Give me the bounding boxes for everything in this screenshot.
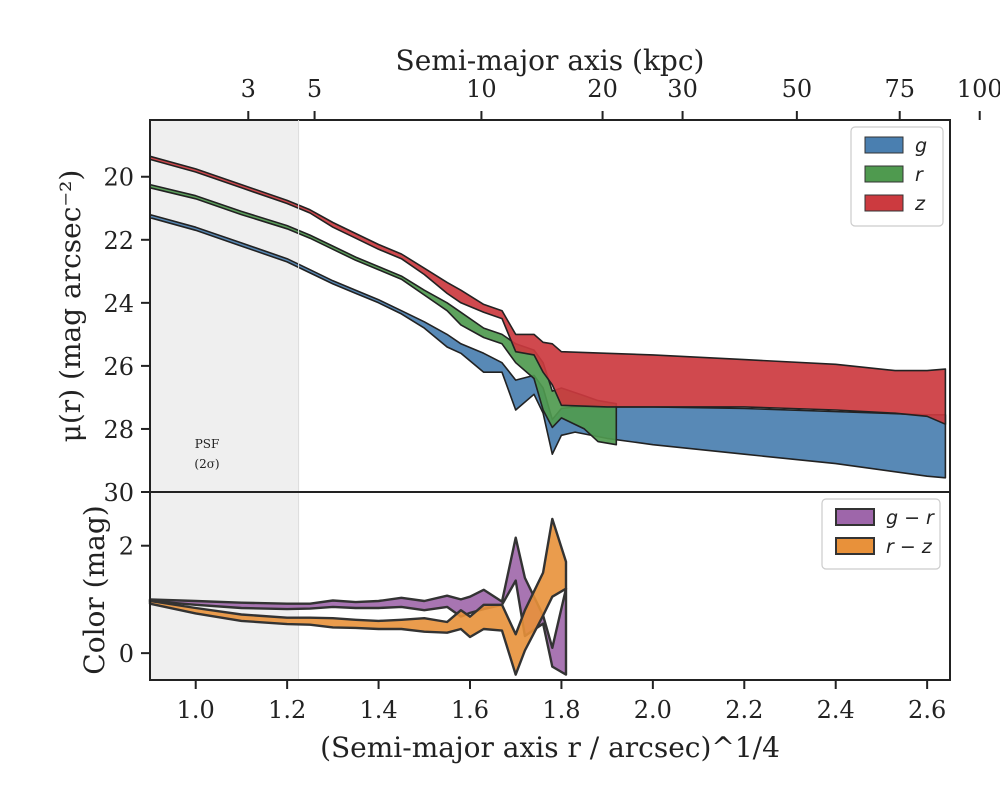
top-x-tick-label: 5 <box>307 75 322 103</box>
legend-swatch-r-minus-z <box>835 537 875 555</box>
y-tick-label: 28 <box>103 416 134 444</box>
band-r <box>149 183 618 446</box>
band-z <box>149 155 947 425</box>
psf-region-bottom <box>150 120 300 680</box>
bottom-x-axis: 1.0 1.2 1.4 1.6 1.8 2.0 2.2 2.4 2.6 <box>177 680 946 724</box>
bottom-x-axis-label: (Semi-major axis r / arcsec)^1/4 <box>320 731 780 764</box>
top-x-tick-label: 75 <box>884 75 915 103</box>
legend-swatch-r <box>864 165 904 183</box>
band-g-minus-r <box>148 536 568 676</box>
legend-label-r: r <box>915 164 924 186</box>
top-legend: grz <box>850 126 944 227</box>
psf-annotation-line1: PSF <box>195 437 220 451</box>
top-x-tick-label: 10 <box>466 75 497 103</box>
top-x-tick-label: 3 <box>241 75 256 103</box>
bottom-panel: 02 1.0 1.2 1.4 1.6 1.8 2.0 2.2 2.4 2.6 (Semi-maj… <box>78 120 951 764</box>
x-tick-label: 1.6 <box>451 696 489 724</box>
band-r-minus-z <box>148 517 568 676</box>
legend-label-z: z <box>914 193 926 215</box>
legend-swatch-g <box>864 136 904 154</box>
psf-annotation-line2: (2σ) <box>194 457 219 471</box>
x-tick-label: 1.2 <box>268 696 306 724</box>
bottom-y-axis: 02 <box>119 533 150 668</box>
x-tick-label: 1.4 <box>359 696 397 724</box>
psf-region-top <box>150 120 299 492</box>
band-g <box>149 213 947 479</box>
magnitude-bands <box>149 155 947 479</box>
bottom-legend: g − r r − z <box>821 498 941 570</box>
bottom-plot-frame <box>149 491 951 681</box>
psf-region-rect <box>150 492 299 680</box>
legend-label-g-minus-r: g − r <box>886 507 935 529</box>
color-bands <box>148 517 568 676</box>
y-tick-label: 30 <box>103 479 134 507</box>
legend-label-g: g <box>915 135 927 157</box>
top-panel: PSF (2σ) 20 22 24 26 28 30 3 5 10 20 30 50 75 100 Se… <box>54 44 1000 507</box>
y-tick-label: 24 <box>103 290 134 318</box>
y-tick-label: 20 <box>103 164 134 192</box>
x-tick-label: 1.8 <box>542 696 580 724</box>
top-y-axis-label: μ(r) (mag arcsec⁻²) <box>54 170 87 443</box>
y-tick-label: 0 <box>119 640 134 668</box>
legend-label-r-minus-z: r − z <box>886 536 933 558</box>
legend-swatch-z <box>864 194 904 212</box>
x-tick-label: 2.0 <box>634 696 672 724</box>
x-tick-label: 2.4 <box>817 696 855 724</box>
legend-swatch-g-minus-r <box>835 508 875 526</box>
x-tick-label: 2.2 <box>725 696 763 724</box>
x-tick-label: 2.6 <box>908 696 946 724</box>
top-kpc-axis: 3 5 10 20 30 50 75 100 <box>241 75 1000 120</box>
y-tick-label: 26 <box>103 353 134 381</box>
top-x-axis-label: Semi-major axis (kpc) <box>396 44 705 77</box>
bottom-y-axis-label: Color (mag) <box>78 505 111 674</box>
x-tick-label: 1.0 <box>177 696 215 724</box>
psf-region-rect <box>150 120 299 492</box>
y-tick-label: 22 <box>103 227 134 255</box>
top-x-tick-label: 20 <box>587 75 618 103</box>
y-tick-label: 2 <box>119 533 134 561</box>
top-y-axis: 20 22 24 26 28 30 <box>103 164 150 507</box>
top-x-tick-label: 100 <box>957 75 1000 103</box>
top-x-tick-label: 30 <box>667 75 698 103</box>
top-x-tick-label: 50 <box>782 75 813 103</box>
